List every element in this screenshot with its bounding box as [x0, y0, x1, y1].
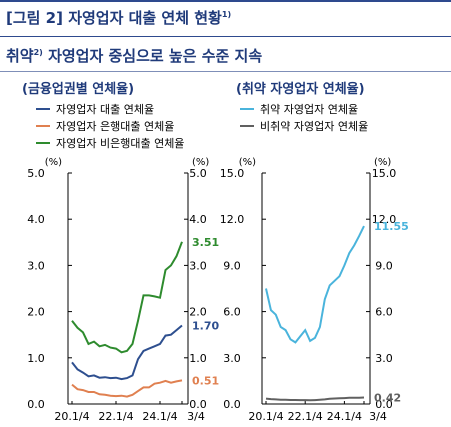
- left-ytick-label-left: 5.0: [27, 167, 45, 180]
- left-ytick-label-left: 4.0: [27, 213, 45, 226]
- left-end-label-1: 0.51: [192, 374, 219, 387]
- left-legend: 자영업자 대출 연체율 자영업자 은행대출 연체율 자영업자 비은행대출 연체율: [36, 100, 184, 151]
- left-unit-left: (%): [45, 157, 62, 168]
- figure-title: [그림 2] 자영업자 대출 연체 현황1): [6, 9, 232, 27]
- right-ytick-label-left: 9.0: [223, 259, 241, 272]
- right-unit-right: (%): [374, 157, 391, 168]
- legend-item-nonbank: 자영업자 비은행대출 연체율: [36, 134, 184, 151]
- left-ytick-label-right: 0.0: [189, 398, 207, 411]
- left-panel-title: (금융업권별 연체율): [22, 82, 135, 97]
- left-series-line-1: [71, 379, 183, 398]
- legend-item-total: 자영업자 대출 연체율: [36, 100, 184, 117]
- right-ytick-label-right: 9.0: [375, 259, 393, 272]
- left-end-label-0: 1.70: [192, 319, 219, 332]
- legend-swatch-nonbank: [36, 141, 50, 144]
- right-ytick-label-left: 12.0: [220, 213, 245, 226]
- right-ytick-label-right: 6.0: [375, 306, 393, 319]
- right-xtick-label: 22.1/4: [288, 410, 323, 423]
- legend-label-vulnerable: 취약 자영업자 연체율: [260, 102, 359, 116]
- left-xtick-label: 20.1/4: [54, 410, 89, 423]
- left-series-line-2: [71, 241, 183, 354]
- left-xtick-label: 22.1/4: [98, 410, 133, 423]
- right-unit-left: (%): [239, 157, 256, 168]
- right-ytick-label-left: 15.0: [220, 167, 245, 180]
- legend-item-nonvulnerable: 비취약 자영업자 연체율: [240, 117, 368, 134]
- right-end-label-0: 11.55: [374, 220, 409, 233]
- title-band: [0, 0, 451, 36]
- legend-item-vulnerable: 취약 자영업자 연체율: [240, 100, 368, 117]
- legend-label-total: 자영업자 대출 연체율: [56, 102, 155, 116]
- left-ytick-label-left: 2.0: [27, 306, 45, 319]
- left-ytick-label-left: 3.0: [27, 259, 45, 272]
- left-ytick-label-left: 1.0: [27, 352, 45, 365]
- legend-swatch-nonvulnerable: [240, 124, 254, 127]
- legend-label-nonbank: 자영업자 비은행대출 연체율: [56, 136, 185, 150]
- right-ytick-label-right: 3.0: [375, 352, 393, 365]
- left-ytick-label-right: 2.0: [189, 306, 207, 319]
- subtitle-divider: [0, 71, 451, 72]
- right-legend: 취약 자영업자 연체율 비취약 자영업자 연체율: [240, 100, 368, 134]
- left-ytick-label-left: 0.0: [27, 398, 45, 411]
- right-xtick-label: 3/4: [369, 410, 387, 423]
- right-ytick-label-left: 0.0: [223, 398, 241, 411]
- right-series-line-0: [265, 225, 365, 344]
- legend-label-nonvulnerable: 비취약 자영업자 연체율: [260, 119, 369, 133]
- title-divider: [0, 36, 451, 37]
- left-xtick-label: 3/4: [187, 410, 205, 423]
- right-xtick-label: 24.1/4: [327, 410, 362, 423]
- left-ytick-label-right: 5.0: [189, 167, 207, 180]
- left-end-label-2: 3.51: [192, 236, 219, 249]
- legend-label-bank: 자영업자 은행대출 연체율: [56, 119, 175, 133]
- right-end-label-1: 0.42: [374, 392, 401, 405]
- figure-subtitle: 취약2) 자영업자 중심으로 높은 수준 지속: [6, 47, 263, 65]
- right-series-line-1: [265, 396, 365, 402]
- right-ytick-label-right: 0.0: [375, 398, 393, 411]
- left-xtick-label: 24.1/4: [142, 410, 177, 423]
- left-ytick-label-right: 1.0: [189, 352, 207, 365]
- left-ytick-label-right: 4.0: [189, 213, 207, 226]
- right-ytick-label-left: 3.0: [223, 352, 241, 365]
- legend-item-bank: 자영업자 은행대출 연체율: [36, 117, 184, 134]
- right-xtick-label: 20.1/4: [248, 410, 283, 423]
- right-panel-title: (취약 자영업자 연체율): [236, 82, 365, 97]
- legend-swatch-vulnerable: [240, 107, 254, 110]
- left-series-line-0: [71, 324, 183, 381]
- right-ytick-label-left: 6.0: [223, 306, 241, 319]
- legend-swatch-bank: [36, 124, 50, 127]
- left-ytick-label-right: 3.0: [189, 259, 207, 272]
- left-unit-right: (%): [192, 157, 209, 168]
- legend-swatch-total: [36, 107, 50, 110]
- right-ytick-label-right: 15.0: [372, 167, 397, 180]
- right-ytick-label-right: 12.0: [372, 213, 397, 226]
